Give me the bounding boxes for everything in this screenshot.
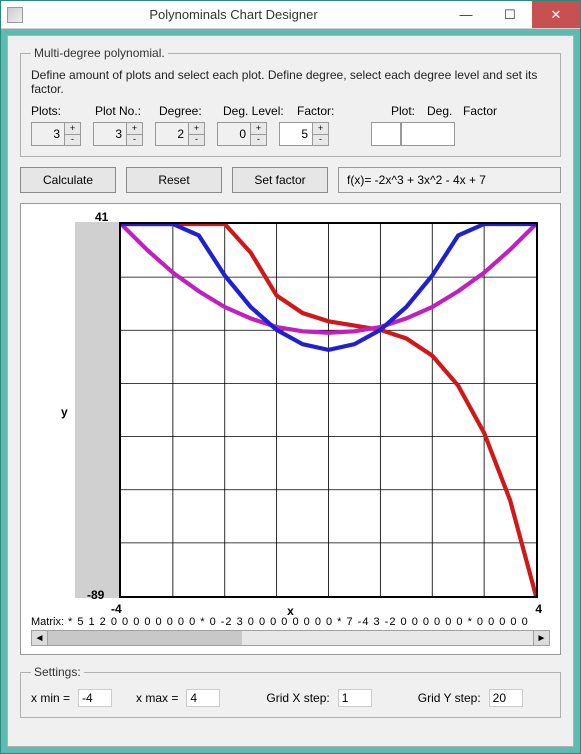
plotno-stepper: + - — [93, 122, 143, 146]
factor2-label: Factor — [463, 104, 511, 118]
deglevel-up[interactable]: + — [251, 122, 267, 135]
xmin-input[interactable] — [78, 689, 112, 707]
factor-input[interactable] — [279, 122, 313, 146]
deg-factor-readout — [401, 122, 455, 146]
plots-stepper: + - — [31, 122, 81, 146]
plotno-input[interactable] — [93, 122, 127, 146]
scroll-right-icon[interactable]: ► — [533, 631, 549, 645]
plot-frame — [119, 222, 538, 598]
plots-label: Plots: — [31, 104, 95, 118]
degree-up[interactable]: + — [189, 122, 205, 135]
deglevel-down[interactable]: - — [251, 135, 267, 147]
stepper-labels: Plots: Plot No.: Degree: Deg. Level: Fac… — [31, 104, 550, 122]
factor-down[interactable]: - — [313, 135, 329, 147]
minimize-button[interactable]: — — [444, 1, 488, 28]
gridx-label: Grid X step: — [266, 691, 329, 705]
plot-svg — [121, 224, 536, 596]
x-axis-label: x — [287, 604, 294, 618]
matrix-text: * 5 1 2 0 0 0 0 0 0 0 0 * 0 -2 3 0 0 0 0… — [68, 616, 550, 628]
y-axis-bar — [75, 222, 119, 598]
maximize-button[interactable]: ☐ — [488, 1, 532, 28]
xmax-input[interactable] — [186, 689, 220, 707]
factor-stepper: + - — [279, 122, 329, 146]
plot-label: Plot: — [391, 104, 427, 118]
chart-area: y 41 -89 -4 4 x — [31, 212, 550, 612]
matrix-prefix: Matrix: — [31, 616, 64, 628]
setfactor-button[interactable]: Set factor — [232, 167, 328, 193]
deglevel-label: Deg. Level: — [223, 104, 297, 118]
formula-display: f(x)= -2x^3 + 3x^2 - 4x + 7 — [338, 167, 561, 193]
degree-stepper: + - — [155, 122, 205, 146]
polynomial-hint: Define amount of plots and select each p… — [31, 68, 550, 96]
settings-row: x min = x max = Grid X step: Grid Y step… — [31, 689, 550, 707]
calculate-button[interactable]: Calculate — [20, 167, 116, 193]
settings-group: Settings: x min = x max = Grid X step: G… — [20, 665, 561, 718]
scroll-left-icon[interactable]: ◄ — [32, 631, 48, 645]
plotno-down[interactable]: - — [127, 135, 143, 147]
plotno-up[interactable]: + — [127, 122, 143, 135]
settings-legend: Settings: — [31, 665, 84, 679]
plots-down[interactable]: - — [65, 135, 81, 147]
xmin-label: x min = — [31, 691, 70, 705]
gridy-label: Grid Y step: — [418, 691, 481, 705]
close-button[interactable]: ✕ — [532, 1, 580, 28]
polynomial-legend: Multi-degree polynomial. — [31, 46, 168, 60]
xmax-label: x max = — [136, 691, 178, 705]
y-max-label: 41 — [95, 210, 108, 224]
y-axis-label: y — [61, 405, 68, 419]
reset-button[interactable]: Reset — [126, 167, 222, 193]
x-max-label: 4 — [535, 602, 542, 616]
action-row: Calculate Reset Set factor f(x)= -2x^3 +… — [20, 167, 561, 193]
polynomial-group: Multi-degree polynomial. Define amount o… — [20, 46, 561, 157]
titlebar: Polynominals Chart Designer — ☐ ✕ — [1, 1, 580, 29]
app-icon — [7, 7, 23, 23]
plots-input[interactable] — [31, 122, 65, 146]
app-window: Polynominals Chart Designer — ☐ ✕ Multi-… — [0, 0, 581, 754]
degree-input[interactable] — [155, 122, 189, 146]
y-min-label: -89 — [87, 588, 104, 602]
degree-label: Degree: — [159, 104, 223, 118]
x-min-label: -4 — [111, 602, 122, 616]
factor-label: Factor: — [297, 104, 361, 118]
plotno-label: Plot No.: — [95, 104, 159, 118]
plots-up[interactable]: + — [65, 122, 81, 135]
degree-down[interactable]: - — [189, 135, 205, 147]
chart-panel: y 41 -89 -4 4 x Matrix: * 5 1 2 0 0 0 0 … — [20, 203, 561, 655]
window-buttons: — ☐ ✕ — [444, 1, 580, 28]
plot-readout — [371, 122, 401, 146]
matrix-scrollbar[interactable]: ◄ ► — [31, 630, 550, 646]
deg-label: Deg. — [427, 104, 463, 118]
factor-up[interactable]: + — [313, 122, 329, 135]
gridx-input[interactable] — [338, 689, 372, 707]
scroll-track[interactable] — [48, 631, 533, 645]
window-title: Polynominals Chart Designer — [23, 7, 444, 22]
deglevel-input[interactable] — [217, 122, 251, 146]
client-area: Multi-degree polynomial. Define amount o… — [7, 35, 574, 747]
gridy-input[interactable] — [489, 689, 523, 707]
scroll-thumb[interactable] — [48, 631, 242, 645]
stepper-row: + - + - + - — [31, 122, 550, 146]
deglevel-stepper: + - — [217, 122, 267, 146]
